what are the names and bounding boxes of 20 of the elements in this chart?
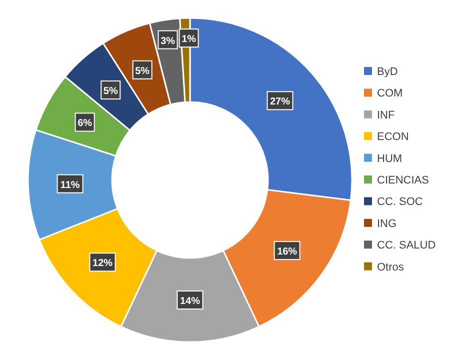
legend-label: ECON: [377, 131, 409, 144]
legend-label: COM: [377, 88, 403, 100]
legend-label: INF: [377, 109, 395, 122]
data-label: 6%: [78, 118, 92, 130]
legend-label: Otros: [377, 261, 404, 274]
data-label: 14%: [180, 296, 200, 307]
legend-label: ByD: [377, 66, 398, 78]
data-label: 5%: [135, 66, 150, 77]
legend-label: CC. SALUD: [377, 240, 436, 252]
legend-label: ING: [377, 218, 397, 230]
data-label: 3%: [160, 36, 176, 47]
legend-label: CIENCIAS: [377, 174, 429, 186]
data-label: 11%: [60, 180, 80, 191]
data-label: 27%: [270, 96, 290, 108]
legend-label: HUM: [377, 152, 402, 165]
legend-label: CC. SOC: [377, 196, 423, 208]
data-label: 16%: [277, 246, 298, 258]
data-label: 1%: [182, 34, 196, 46]
data-label: 5%: [103, 86, 118, 97]
data-label: 12%: [92, 258, 113, 270]
